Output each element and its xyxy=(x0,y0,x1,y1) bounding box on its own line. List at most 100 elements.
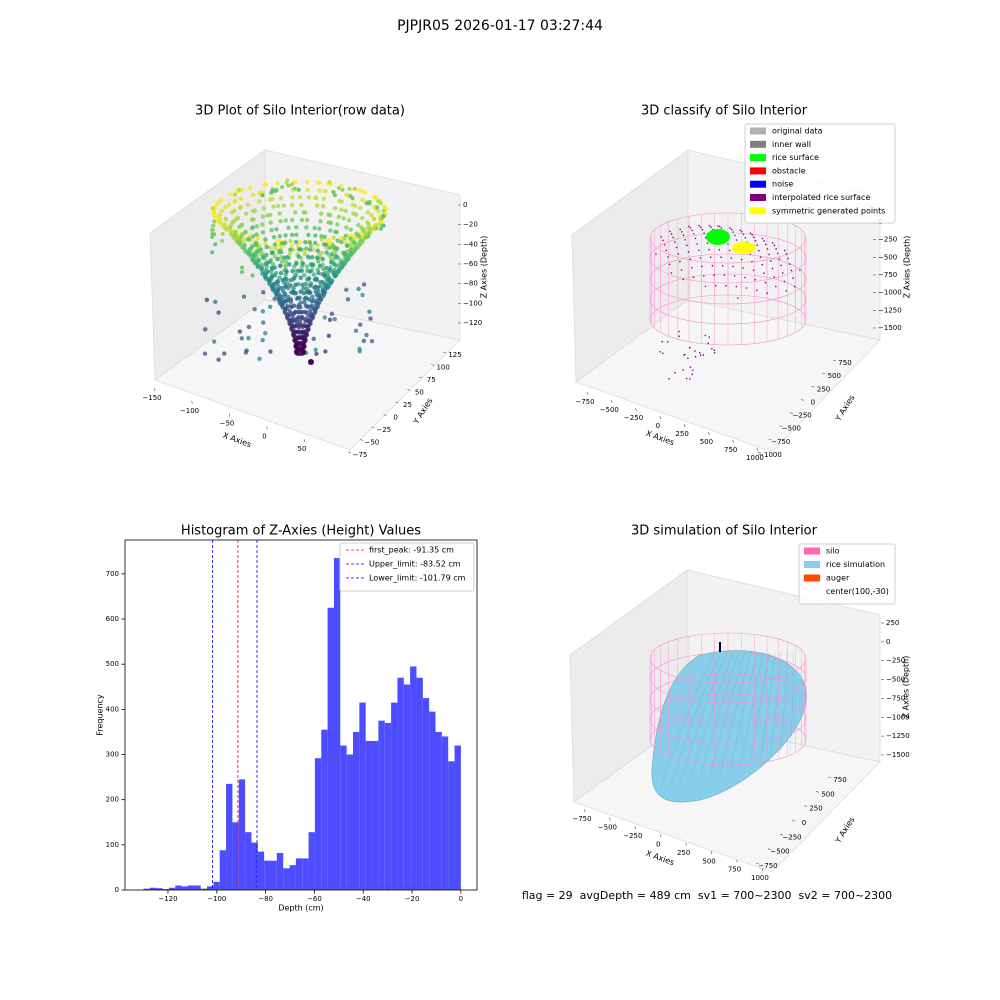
point xyxy=(275,203,281,209)
bar xyxy=(295,858,303,890)
point xyxy=(316,259,321,264)
point xyxy=(303,210,308,215)
point xyxy=(327,245,332,250)
z-tick-label: −1250 xyxy=(878,306,902,314)
point xyxy=(304,331,309,336)
y-tick-label: −500 xyxy=(770,848,789,856)
point xyxy=(317,188,322,193)
point xyxy=(344,225,349,230)
silo-wire xyxy=(649,693,807,745)
point xyxy=(213,242,218,247)
x-tick-label: 500 xyxy=(700,438,713,446)
point xyxy=(287,262,292,267)
x-tick-mark xyxy=(659,834,662,838)
point xyxy=(261,206,267,211)
point xyxy=(291,286,296,291)
x-tick-label: −750 xyxy=(572,815,591,823)
z-tick-label: −60 xyxy=(463,260,478,268)
point-cluster xyxy=(706,229,730,245)
point xyxy=(233,192,238,197)
point xyxy=(366,222,371,227)
point xyxy=(304,264,310,269)
point xyxy=(310,314,315,319)
point xyxy=(369,212,374,218)
point xyxy=(728,249,731,252)
point xyxy=(758,249,760,252)
z-tick-label: −1000 xyxy=(886,713,910,721)
x-tick-mark xyxy=(634,825,637,830)
point xyxy=(271,204,276,209)
subplot-title: Histogram of Z-Axies (Height) Values xyxy=(181,524,421,539)
x-tick-mark xyxy=(756,447,759,452)
legend-swatch xyxy=(750,140,766,148)
surface-mesh xyxy=(749,651,770,764)
legend: original data inner wall rice surface obsta… xyxy=(744,123,896,224)
point xyxy=(711,264,714,267)
point xyxy=(679,228,681,231)
point xyxy=(240,269,245,274)
point xyxy=(226,202,232,207)
point xyxy=(250,225,255,230)
legend-swatch xyxy=(750,167,766,175)
y-tick-mark xyxy=(768,438,772,441)
point xyxy=(315,285,320,290)
point xyxy=(788,263,791,265)
point xyxy=(254,232,259,237)
point xyxy=(725,284,727,287)
y-tick-mark xyxy=(359,439,363,441)
point xyxy=(324,250,329,255)
point xyxy=(237,239,242,244)
point xyxy=(303,303,309,308)
bar xyxy=(441,736,449,890)
bar xyxy=(187,885,195,890)
x-tick-label: −150 xyxy=(142,394,161,402)
point xyxy=(328,228,333,233)
point xyxy=(202,351,208,356)
point xyxy=(307,240,313,245)
z-tick-label: −1500 xyxy=(886,751,910,759)
point xyxy=(232,233,237,238)
legend-label: inner wall xyxy=(772,140,811,149)
point xyxy=(269,227,274,233)
point xyxy=(272,273,278,278)
point xyxy=(720,256,722,259)
point xyxy=(239,336,245,341)
point xyxy=(288,304,294,309)
z-tick-label: 0 xyxy=(886,638,890,646)
point xyxy=(275,256,280,262)
point xyxy=(699,257,702,259)
point xyxy=(270,262,276,267)
bar xyxy=(226,783,233,890)
status-footer: flag = 29 avgDepth = 489 cm sv1 = 700~23… xyxy=(522,889,892,902)
point xyxy=(665,249,668,252)
point xyxy=(792,277,794,279)
point xyxy=(678,330,680,333)
point xyxy=(210,206,215,211)
bar xyxy=(156,888,163,890)
point xyxy=(342,236,347,241)
point xyxy=(691,229,693,232)
axis-pane xyxy=(575,299,881,453)
point xyxy=(282,291,288,297)
point xyxy=(265,269,270,274)
point xyxy=(352,241,358,246)
point xyxy=(744,276,746,279)
point xyxy=(785,253,788,255)
y-tick-label: 200 xyxy=(106,796,119,804)
point xyxy=(348,251,354,256)
point xyxy=(344,254,349,259)
legend-swatch xyxy=(750,127,766,135)
point xyxy=(239,223,244,228)
point xyxy=(362,229,367,234)
y-tick-label: −25 xyxy=(376,426,391,434)
point xyxy=(293,282,298,288)
legend-label: Upper_limit: -83.52 cm xyxy=(369,560,461,569)
y-tick-mark xyxy=(827,776,832,779)
point xyxy=(218,197,224,203)
bar xyxy=(143,888,150,890)
point xyxy=(693,233,695,235)
point xyxy=(348,247,353,253)
point xyxy=(268,245,274,251)
bar xyxy=(372,740,379,890)
point xyxy=(733,275,736,277)
